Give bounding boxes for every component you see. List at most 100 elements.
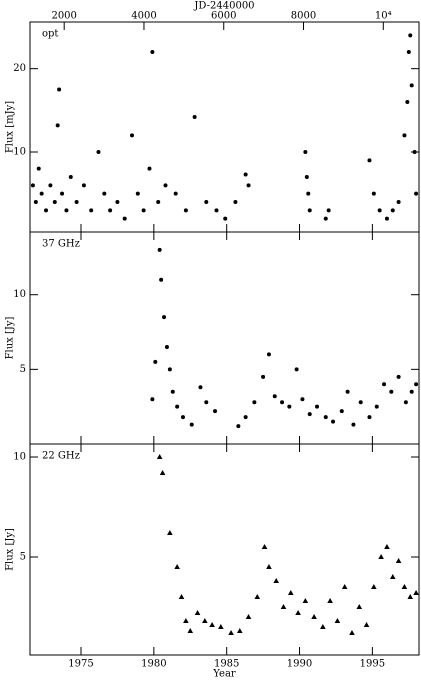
data-point — [320, 624, 326, 629]
data-point — [228, 630, 234, 635]
data-point — [39, 191, 44, 196]
data-point — [150, 397, 155, 402]
data-point — [390, 208, 395, 213]
data-point — [315, 404, 320, 409]
data-point — [409, 389, 414, 394]
x-tick-label: 1975 — [68, 659, 93, 670]
y-tick-label: 5 — [20, 364, 26, 375]
data-point — [300, 397, 305, 402]
x-tick-label: 1980 — [141, 659, 166, 670]
y-tick-label: 20 — [13, 63, 26, 74]
data-point — [363, 622, 370, 627]
data-point — [396, 374, 401, 379]
data-point — [64, 208, 69, 213]
data-point — [272, 394, 277, 399]
data-point — [374, 404, 379, 409]
data-point — [252, 400, 257, 405]
data-point — [115, 200, 120, 204]
data-point — [295, 610, 301, 615]
data-point — [351, 422, 356, 427]
data-point — [327, 598, 333, 603]
data-point — [175, 404, 180, 409]
panel-frame — [29, 231, 420, 445]
data-point — [414, 191, 419, 196]
data-point — [147, 166, 152, 171]
data-point — [326, 208, 331, 213]
data-point — [341, 584, 348, 589]
data-point — [156, 454, 163, 459]
data-point — [358, 400, 363, 405]
y-axis-label: Flux [mJy] — [5, 101, 16, 153]
data-point — [371, 584, 377, 589]
data-point — [81, 183, 86, 188]
data-point — [214, 208, 219, 213]
data-point — [198, 385, 203, 390]
data-point — [323, 415, 328, 420]
data-point — [414, 382, 419, 387]
data-point — [68, 175, 73, 179]
data-point — [135, 191, 140, 196]
data-point — [243, 172, 248, 177]
data-point — [189, 422, 194, 427]
data-point — [163, 183, 168, 188]
data-point — [57, 87, 62, 92]
data-point — [167, 530, 173, 535]
data-point — [173, 191, 178, 196]
data-point — [323, 216, 328, 221]
data-point — [266, 352, 271, 357]
data-point — [178, 594, 185, 599]
data-point — [30, 183, 35, 188]
data-point — [287, 590, 294, 595]
data-point — [384, 544, 390, 549]
data-point — [302, 598, 309, 603]
data-point — [156, 200, 161, 204]
data-point — [356, 604, 363, 609]
data-point — [306, 191, 311, 196]
x-axis-label: Year — [212, 669, 236, 680]
y-axis-label: Flux [Jy] — [5, 528, 16, 571]
data-point — [52, 200, 57, 204]
data-point — [55, 123, 60, 128]
data-point — [74, 200, 79, 204]
x-tick-label: 1985 — [214, 659, 239, 670]
data-point — [60, 191, 65, 196]
data-point — [405, 100, 410, 104]
data-point — [218, 624, 224, 629]
data-point — [122, 216, 127, 221]
y-tick-label: 10 — [13, 452, 26, 463]
data-point — [170, 389, 175, 394]
data-point — [367, 415, 372, 420]
x-tick-label: 1995 — [360, 659, 385, 670]
y-tick-label: 10 — [13, 147, 26, 158]
data-point — [167, 367, 172, 372]
data-point — [202, 618, 208, 623]
data-point — [280, 400, 285, 405]
x2-tick-label: 6000 — [211, 11, 236, 22]
data-point — [36, 166, 41, 171]
data-point — [303, 150, 308, 154]
data-point — [141, 208, 146, 213]
data-point — [345, 389, 350, 394]
data-point — [44, 208, 49, 213]
data-point — [187, 628, 194, 633]
data-point — [402, 133, 407, 138]
data-point — [266, 564, 272, 569]
data-point — [304, 175, 309, 179]
data-point — [204, 200, 209, 204]
data-point — [183, 208, 188, 213]
x2-tick-label: 8000 — [291, 11, 316, 22]
data-point — [180, 415, 185, 420]
data-point — [204, 400, 209, 405]
data-point — [367, 158, 372, 163]
data-point — [194, 610, 201, 615]
x2-axis-label: JD-2440000 — [193, 1, 254, 12]
data-point — [48, 183, 53, 188]
panel-frame — [29, 21, 420, 233]
data-point — [339, 409, 344, 414]
data-point — [33, 200, 38, 204]
x2-tick-label: 10⁴ — [375, 11, 392, 22]
data-point — [409, 83, 414, 88]
data-point — [395, 558, 402, 563]
data-point — [413, 590, 419, 595]
data-point — [382, 382, 387, 387]
